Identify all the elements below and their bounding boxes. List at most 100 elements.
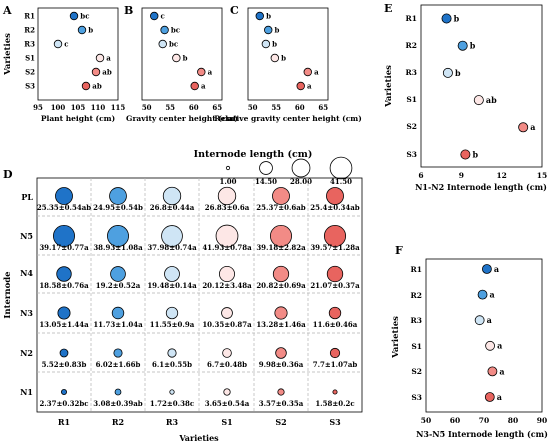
value-label-pl-r3: 26.8±0.44a xyxy=(150,203,195,212)
bubble-n2-r1 xyxy=(59,348,69,358)
bubble-n4-r3 xyxy=(164,266,180,282)
panel-a-letter-s2: ab xyxy=(102,68,112,77)
panel-f-dot-r3 xyxy=(474,315,485,326)
panel-b-letter-s3: a xyxy=(201,82,206,91)
panel-f: F Varieties R1 R2 R3 S1 S2 S3 50 60 70 8… xyxy=(391,244,548,439)
panel-b-letter-s1: b xyxy=(183,54,188,63)
panel-f-tick-80: 80 xyxy=(508,416,518,425)
panel-b-letter-r2: bc xyxy=(171,26,180,35)
panel-e-dot-s3 xyxy=(460,149,471,160)
panel-d-y-label-pl: PL xyxy=(21,192,33,202)
panel-d-x-label-r1: R1 xyxy=(58,417,70,427)
bubble-n5-s3 xyxy=(323,224,347,248)
bubble-pl-s2 xyxy=(272,187,290,205)
panel-e-dot-r1 xyxy=(441,13,452,24)
panel-e-row-label: Varieties xyxy=(384,65,394,108)
bubble-n1-r2 xyxy=(114,388,122,396)
panel-c-tick-55: 55 xyxy=(271,103,281,112)
panel-b-dot-s3 xyxy=(190,81,199,91)
bubble-n3-s3 xyxy=(328,306,342,320)
panel-c-dot-s3 xyxy=(296,81,305,91)
panel-f-letter-r1: a xyxy=(494,264,499,274)
bubble-n5-s1 xyxy=(215,224,239,248)
panel-b-dot-r1 xyxy=(150,11,159,21)
panel-a-y-label-s2: S2 xyxy=(25,68,35,77)
panel-f-letter: F xyxy=(395,244,403,257)
panel-f-y-label-r1: R1 xyxy=(411,265,422,274)
panel-f-dots: a a a a a a xyxy=(474,264,505,402)
legend-circle-1 xyxy=(225,165,231,171)
bubble-pl-r2 xyxy=(109,187,127,205)
panel-b-x-label: Gravity center height (cm) xyxy=(126,114,238,123)
panel-e-letter-r3: b xyxy=(455,68,461,78)
bubble-n3-s1 xyxy=(221,307,233,319)
value-label-n3-r2: 11.73±1.04a xyxy=(93,320,143,329)
bubble-n1-s3 xyxy=(332,389,338,395)
value-label-n2-s1: 6.7±0.48b xyxy=(207,360,247,369)
panel-c-dot-r1 xyxy=(255,11,264,21)
panel-e-frame xyxy=(420,4,543,168)
panel-c-tick-65: 65 xyxy=(318,103,328,112)
panel-a-dot-r1 xyxy=(69,11,79,21)
bubble-n2-r2 xyxy=(113,348,123,358)
panel-e-dot-s1 xyxy=(473,95,484,106)
panel-b-letter-r1: c xyxy=(161,12,165,21)
bubble-n4-r2 xyxy=(110,266,126,282)
panel-b-dot-s1 xyxy=(172,53,181,63)
panel-f-letter-s1: a xyxy=(497,341,502,351)
bubble-n2-s1 xyxy=(222,348,232,358)
panel-b-dot-r2 xyxy=(160,25,169,35)
legend-label-3: 28.00 xyxy=(290,177,312,186)
panel-a: A Varieties R1 R2 R3 S1 S2 S3 95 100 105… xyxy=(2,4,125,123)
panel-b-letter-r3: bc xyxy=(169,40,178,49)
bubble-n4-s1 xyxy=(219,266,235,282)
panel-a-letter-r1: bc xyxy=(80,12,89,21)
value-label-n3-s1: 10.35±0.87a xyxy=(202,320,252,329)
value-label-n1-s2: 3.57±0.35a xyxy=(259,399,304,408)
legend-label-1: 1.00 xyxy=(219,177,236,186)
panel-d-y-title: Internode xyxy=(3,271,13,319)
panel-b-tick-65: 65 xyxy=(212,103,222,112)
value-label-n1-r2: 3.08±0.39ab xyxy=(93,399,142,408)
size-legend: Internode length (cm) 1.00 14.50 28.00 4… xyxy=(194,149,353,186)
value-label-n2-s3: 7.7±1.07ab xyxy=(313,360,358,369)
panel-c-dot-r2 xyxy=(264,25,273,35)
value-label-n2-r3: 6.1±0.55b xyxy=(152,360,192,369)
panel-b-tick-55: 55 xyxy=(165,103,175,112)
panel-a-row-label: Varieties xyxy=(3,33,13,76)
panel-f-dot-r1 xyxy=(481,264,492,274)
panel-a-x-label: Plant height (cm) xyxy=(41,114,115,123)
bubble-n1-r1 xyxy=(60,388,68,396)
panel-d-bubbles xyxy=(53,186,347,396)
panel-a-dot-s3 xyxy=(81,81,91,91)
panel-e-x-label: N1-N2 Internode length (cm) xyxy=(415,182,547,192)
panel-d: D 25.35±0.54ab 24.95±0.54b 26.8±0.44a 26.83… xyxy=(3,168,363,443)
value-label-pl-r2: 24.95±0.54b xyxy=(93,203,143,212)
panel-c-dot-s2 xyxy=(303,67,312,77)
panel-e-letter: E xyxy=(384,2,392,15)
bubble-n1-r3 xyxy=(169,389,175,395)
panel-e-dot-r3 xyxy=(442,67,453,78)
value-label-pl-s3: 25.4±0.34ab xyxy=(310,203,359,212)
value-label-n5-r1: 39.17±0.77a xyxy=(39,243,89,252)
panel-f-tick-70: 70 xyxy=(479,416,489,425)
bubble-n4-r1 xyxy=(56,266,72,282)
value-label-pl-s2: 25.37±0.6ab xyxy=(256,203,305,212)
panel-c-frame xyxy=(247,7,329,101)
panel-c-x-label: Relative gravity center height (cm) xyxy=(214,114,362,123)
panel-a-letter-s1: a xyxy=(106,54,111,63)
panel-b-letter-s2: a xyxy=(208,68,213,77)
bubble-n4-s3 xyxy=(326,265,344,283)
panel-f-y-label-s2: S2 xyxy=(411,367,422,376)
panel-a-dot-r3 xyxy=(53,39,63,49)
legend-circle-2 xyxy=(259,161,273,175)
panel-b-letter: B xyxy=(124,4,133,17)
bubble-n2-s2 xyxy=(275,347,287,359)
panel-a-tick-105: 105 xyxy=(71,103,86,112)
panel-e-y-label-r1: R1 xyxy=(406,14,417,23)
value-label-n1-r3: 1.72±0.38c xyxy=(150,399,194,408)
panel-a-tick-115: 115 xyxy=(111,103,126,112)
